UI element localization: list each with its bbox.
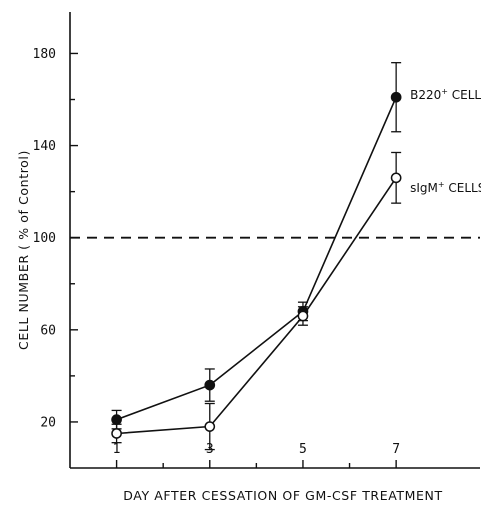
y-tick-label: 180 xyxy=(33,47,56,62)
series-b220 xyxy=(111,62,402,430)
data-point xyxy=(390,172,402,184)
series-sigm xyxy=(111,151,402,451)
x-axis-title: DAY AFTER CESSATION OF GM-CSF TREATMENT xyxy=(123,488,442,503)
data-point xyxy=(204,379,216,391)
y-axis-title: CELL NUMBER ( % of Control) xyxy=(16,150,31,350)
series-name-superscript: + xyxy=(441,87,448,96)
series-label: sIgM+ CELLS xyxy=(410,180,481,195)
data-point xyxy=(390,91,402,103)
data-point xyxy=(111,428,122,439)
labels-group: B220+ CELLSsIgM+ CELLS xyxy=(410,87,481,195)
y-tick-label: 140 xyxy=(33,139,56,154)
y-tick-label: 100 xyxy=(33,231,56,246)
x-tick-label: 1 xyxy=(113,442,121,457)
y-tick-label: 60 xyxy=(40,323,56,338)
data-point xyxy=(111,414,122,425)
data-point xyxy=(204,421,216,432)
series-label: B220+ CELLS xyxy=(410,87,481,102)
series-name-suffix: CELLS xyxy=(448,88,481,102)
series-line xyxy=(116,177,397,435)
series-name-suffix: CELLS xyxy=(445,181,481,195)
series-name: sIgM xyxy=(410,181,438,195)
series-group xyxy=(111,62,402,451)
data-point xyxy=(297,310,309,322)
axes: 20601001401801357DAY AFTER CESSATION OF … xyxy=(16,12,480,503)
series-name: B220 xyxy=(410,88,441,102)
x-tick-label: 7 xyxy=(392,442,400,457)
y-tick-label: 20 xyxy=(40,415,56,430)
series-line xyxy=(116,96,397,421)
series-name-superscript: + xyxy=(438,180,445,189)
x-tick-label: 5 xyxy=(299,442,307,457)
